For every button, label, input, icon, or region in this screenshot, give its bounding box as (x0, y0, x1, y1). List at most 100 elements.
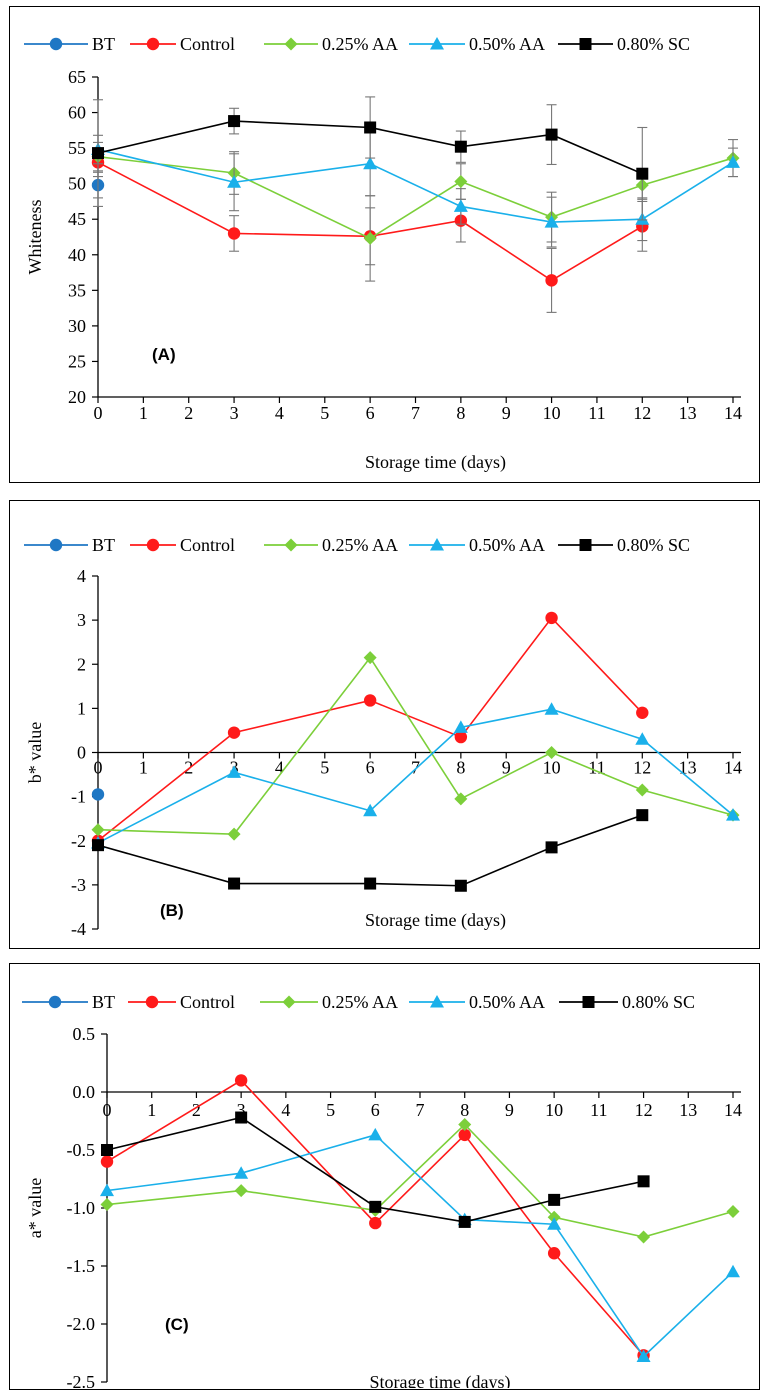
x-tick-label: 3 (230, 403, 239, 423)
y-axis-title: b* value (25, 722, 45, 783)
data-point (101, 1144, 113, 1156)
series-line (97, 656, 734, 835)
y-tick-label: 20 (68, 387, 86, 407)
series-line (97, 161, 643, 282)
data-point (458, 1117, 472, 1131)
x-tick-label: 11 (588, 403, 605, 423)
legend-label: Control (180, 535, 235, 555)
data-point (636, 167, 649, 180)
data-point (545, 841, 558, 854)
x-tick-label: 2 (184, 758, 193, 778)
data-point (726, 808, 740, 821)
y-tick-label: 50 (68, 174, 86, 194)
y-tick-label: 60 (68, 103, 86, 123)
x-tick-label: 13 (679, 758, 697, 778)
legend-item-0-25pct-aa: 0.25% AA (264, 535, 398, 555)
x-tick-label: 7 (411, 403, 420, 423)
data-point (545, 128, 558, 141)
chart-panel-whiteness: 20 25 30 35 40 45 50 55 60 65 0 1 2 3 4 5 6 7 8 9 10 11 12 13 14… (9, 6, 760, 483)
legend-label: 0.50% AA (469, 992, 545, 1012)
data-point (545, 746, 559, 759)
data-point (458, 1215, 471, 1228)
legend-item-bt: BT (24, 535, 115, 555)
data-point (545, 611, 558, 625)
legend-label: 0.80% SC (617, 535, 690, 555)
x-tick-label: 6 (371, 1100, 380, 1120)
legend-item-control: Control (130, 34, 235, 54)
x-tick-label: 1 (139, 758, 148, 778)
y-tick-label: 1 (77, 698, 86, 718)
data-point (100, 1198, 114, 1212)
data-point (227, 726, 241, 739)
data-point (227, 175, 242, 188)
series-0-80pct-sc (92, 96, 649, 221)
data-point (227, 227, 241, 240)
x-tick-label: 14 (724, 758, 742, 778)
x-axis-title: Storage time (days) (370, 1372, 511, 1388)
chart-panel-b-value: -4-3-2-10123401234567891011121314Storage… (9, 500, 760, 949)
x-tick-label: 13 (679, 403, 697, 423)
data-point (635, 732, 650, 745)
legend-label: 0.50% AA (469, 34, 545, 54)
legend-marker (284, 538, 298, 552)
legend-label: BT (92, 535, 115, 555)
legend-marker (48, 995, 62, 1009)
data-point (91, 788, 105, 801)
y-tick-label: -1 (71, 787, 86, 807)
legend-marker (49, 37, 63, 51)
data-point (91, 823, 105, 837)
data-point (726, 1264, 740, 1278)
data-point (92, 839, 104, 852)
x-tick-label: 10 (545, 1100, 563, 1120)
data-point (228, 115, 241, 128)
data-point (363, 694, 377, 707)
legend: BT Control 0.25% AA 0.50% AA 0.80% SC (22, 992, 695, 1012)
x-tick-label: 14 (724, 1100, 742, 1120)
data-point (547, 1247, 561, 1260)
series-line (97, 120, 643, 175)
panel-label: (A) (152, 345, 176, 364)
legend-marker (582, 996, 595, 1008)
legend-marker (579, 539, 592, 551)
legend-label: 0.25% AA (322, 992, 398, 1012)
legend-label: 0.80% SC (617, 34, 690, 54)
legend-marker (146, 37, 160, 51)
data-point (726, 155, 740, 168)
legend-marker (430, 995, 444, 1008)
legend-item-control: Control (128, 992, 235, 1012)
x-tick-label: 3 (237, 1100, 246, 1120)
x-tick-label: 2 (192, 1100, 201, 1120)
legend-marker (146, 538, 160, 552)
data-point (454, 175, 468, 189)
x-tick-label: 11 (590, 1100, 607, 1120)
data-point (369, 1216, 382, 1230)
x-tick-label: 0 (103, 1100, 112, 1120)
legend-item-control: Control (130, 535, 235, 555)
legend-label: 0.25% AA (322, 535, 398, 555)
y-tick-label: 2 (77, 654, 86, 674)
data-point (364, 121, 377, 134)
x-tick-label: 6 (366, 758, 375, 778)
chart-panel-a-value: -2.5 -2.0 -1.5 -1.0 -0.5 0.0 0.5 0 1 2 3 4 5 6 7 8 9 10 11… (9, 963, 760, 1390)
legend-marker (145, 995, 159, 1009)
legend-label: BT (92, 34, 115, 54)
legend-item-0-80pct-sc: 0.80% SC (559, 992, 695, 1012)
data-point (637, 1230, 651, 1244)
y-tick-label: 45 (68, 209, 86, 229)
y-axis-title: Whiteness (25, 200, 45, 275)
chart-svg: -2.5-2.0-1.5-1.0-0.50.00.50 1 2 3 4 5 6 7 8 9 10 11… (22, 992, 742, 1388)
legend-item-0-50pct-aa: 0.50% AA (409, 992, 545, 1012)
y-tick-label: 0.5 (73, 1024, 96, 1044)
x-tick-label: 8 (456, 758, 465, 778)
series-line (106, 1079, 645, 1356)
data-point (368, 1127, 383, 1141)
x-tick-label: 12 (633, 758, 651, 778)
data-point (454, 140, 467, 153)
y-tick-label: -1.5 (67, 1256, 96, 1276)
data-point (544, 702, 559, 715)
data-point (726, 1204, 740, 1218)
data-point (100, 1183, 114, 1197)
legend-item-0-25pct-aa: 0.25% AA (260, 992, 398, 1012)
data-point (234, 1074, 248, 1087)
x-tick-label: 7 (411, 758, 420, 778)
